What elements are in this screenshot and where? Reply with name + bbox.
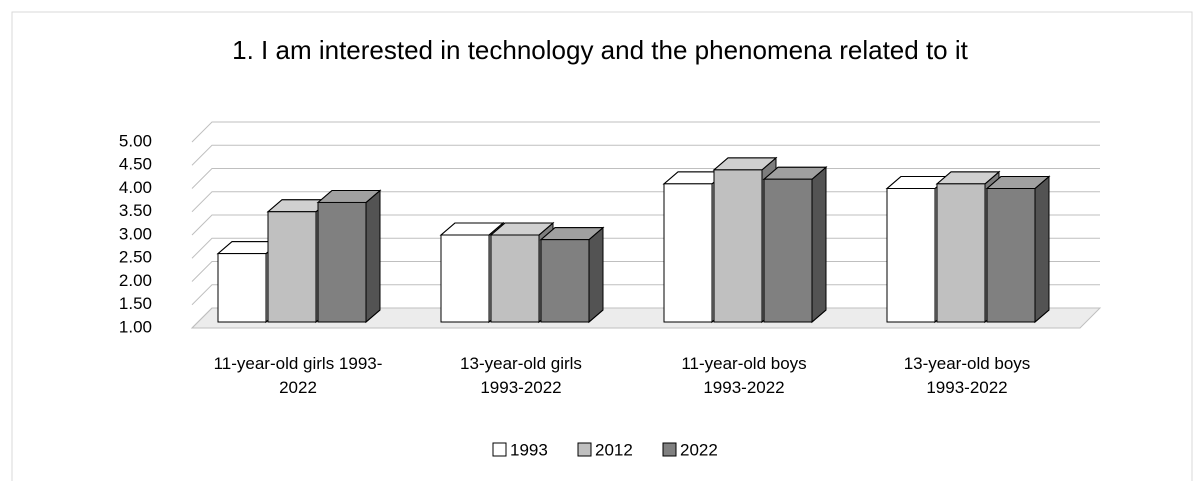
legend-label: 2022 xyxy=(680,440,718,459)
bar xyxy=(217,253,267,323)
bar-side-shade xyxy=(365,189,381,324)
legend-label: 2012 xyxy=(595,440,633,459)
chart-title: 1. I am interested in technology and the… xyxy=(232,35,968,65)
bar xyxy=(540,239,590,323)
y-tick-label: 5.00 xyxy=(119,131,152,150)
bar xyxy=(267,211,317,323)
bar xyxy=(986,188,1036,323)
bar xyxy=(713,169,763,323)
bar xyxy=(886,188,936,323)
y-tick-label: 2.00 xyxy=(119,271,152,290)
legend-label: 1993 xyxy=(510,440,548,459)
bar xyxy=(317,201,367,323)
x-tick-label: 11-year-old boys 1993-2022 xyxy=(681,354,807,397)
bar-side-shade xyxy=(588,226,604,324)
y-tick-label: 4.00 xyxy=(119,178,152,197)
y-tick-label: 3.00 xyxy=(119,224,152,243)
bar-side-shade xyxy=(1034,175,1050,324)
x-tick-label: 13-year-old girls 1993-2022 xyxy=(460,354,582,397)
grid-line xyxy=(191,121,1100,143)
bar-side-shade xyxy=(811,166,827,324)
legend-swatch xyxy=(662,442,677,457)
grid-line xyxy=(191,144,1100,166)
bar xyxy=(440,234,490,323)
y-tick-label: 2.50 xyxy=(119,248,152,267)
y-tick-label: 1.50 xyxy=(119,294,152,313)
y-tick-label: 1.00 xyxy=(119,317,152,336)
bar xyxy=(490,234,540,323)
chart-frame xyxy=(11,11,1193,481)
y-tick-label: 3.50 xyxy=(119,201,152,220)
bar xyxy=(936,183,986,323)
legend-swatch xyxy=(577,442,592,457)
x-tick-label: 13-year-old boys 1993-2022 xyxy=(903,354,1031,397)
y-tick-label: 4.50 xyxy=(119,155,152,174)
legend-swatch xyxy=(492,442,507,457)
bar xyxy=(763,178,813,323)
bar xyxy=(663,183,713,323)
x-tick-label: 11-year-old girls 1993-2022 xyxy=(213,354,383,397)
